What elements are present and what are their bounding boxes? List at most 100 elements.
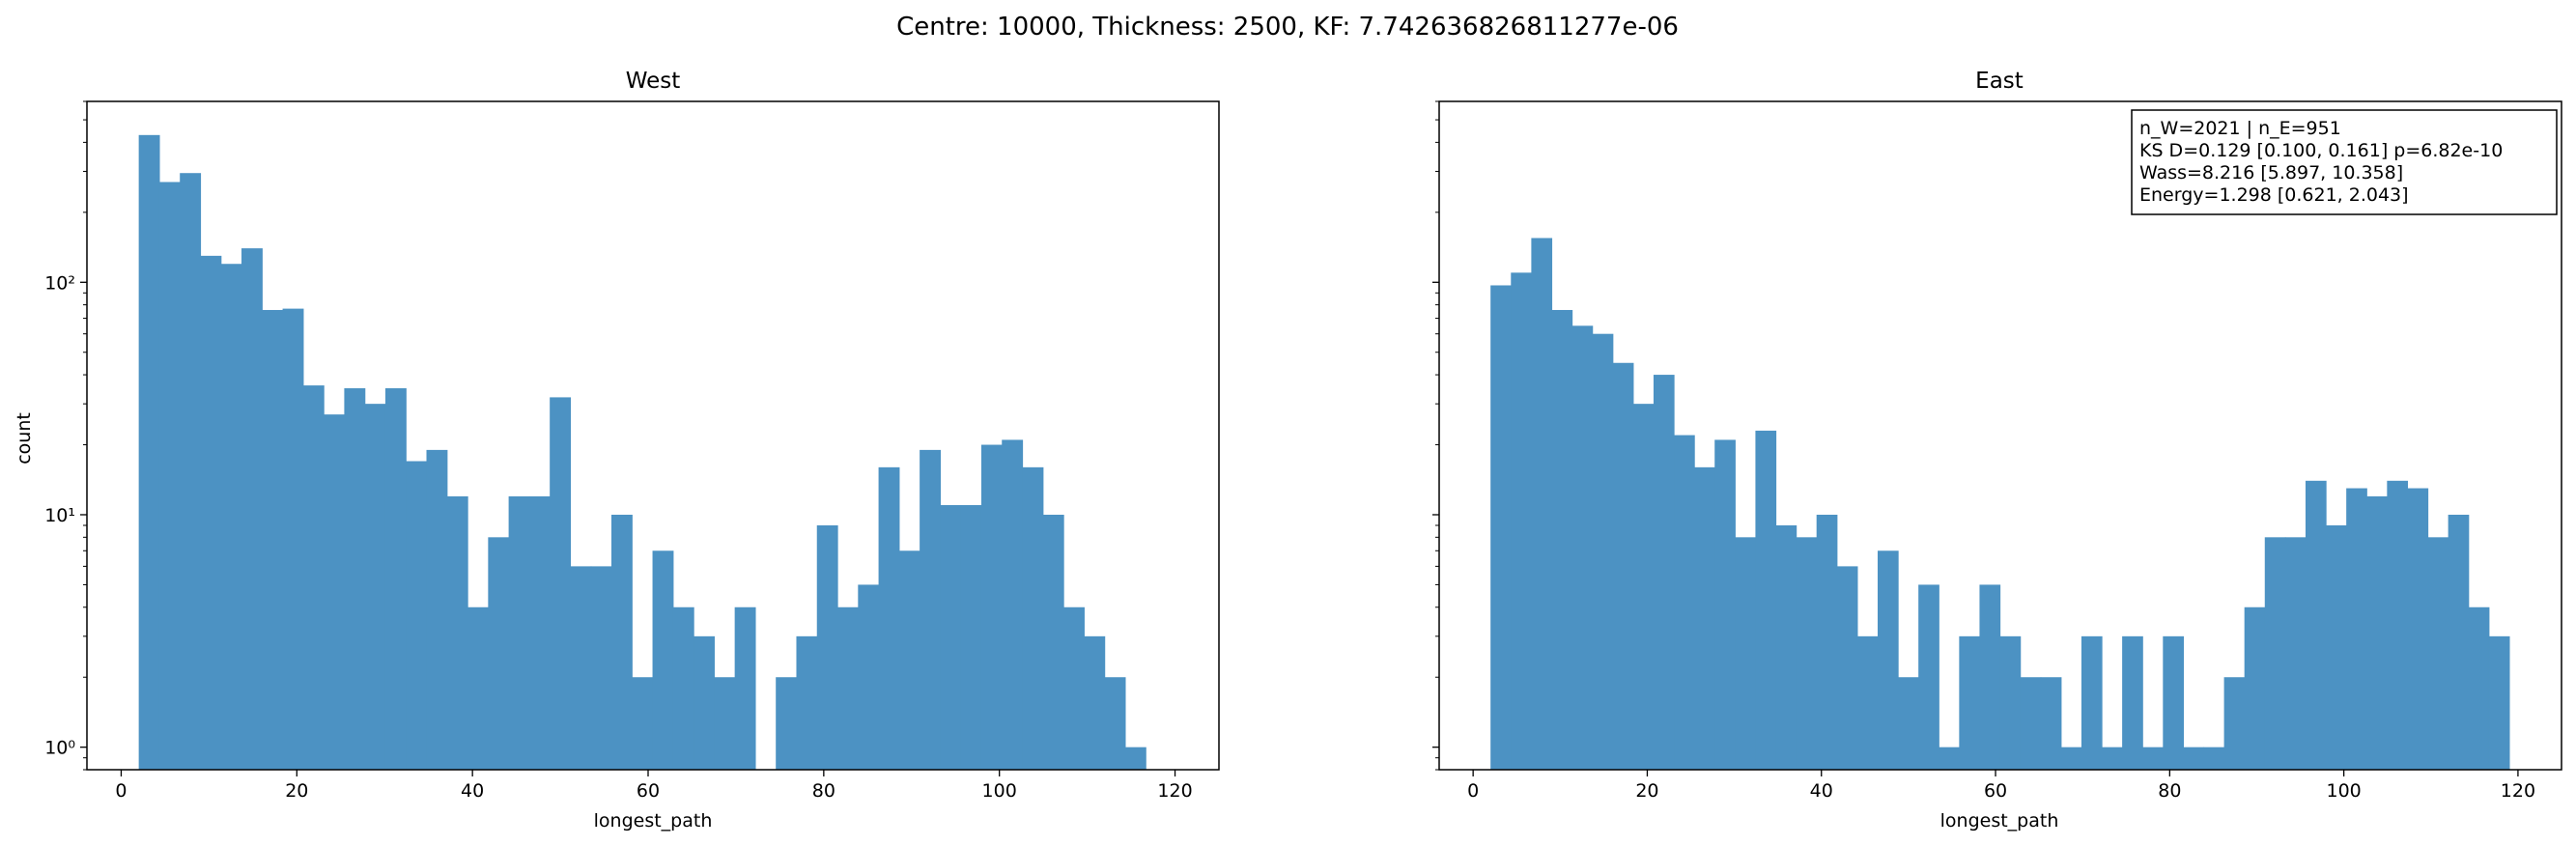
east-bar <box>2040 677 2062 770</box>
east-bar <box>2427 537 2449 770</box>
east-bar <box>1999 635 2022 770</box>
east-bar <box>1816 514 1838 770</box>
east-bar <box>1714 439 1736 770</box>
west-title: West <box>626 69 681 94</box>
east-xtick-label: 60 <box>1984 780 2007 802</box>
west-xtick-label: 120 <box>1157 780 1192 802</box>
west-bar <box>200 255 222 770</box>
west-bar <box>1084 635 1106 770</box>
east-bar <box>2102 747 2123 770</box>
west-bar <box>1124 747 1146 770</box>
west-bar <box>652 550 674 770</box>
east-axes-frame <box>1438 100 2562 771</box>
east-xtick-label: 0 <box>1467 780 1479 802</box>
west-xtick-label: 100 <box>982 780 1017 802</box>
suptitle: Centre: 10000, Thickness: 2500, KF: 7.74… <box>896 13 1679 42</box>
west-ytick-label: 10⁰ <box>44 738 75 759</box>
east-bar <box>2387 480 2409 770</box>
east-bar <box>1856 635 1879 770</box>
west-bar <box>694 635 715 770</box>
east-panel: East 0 20 40 60 80 100 120 longest_path n_W=20… <box>1432 69 2562 832</box>
west-panel: West 0 20 40 60 80 100 120 10⁰ 10¹ 10² longest_pa… <box>14 69 1220 832</box>
east-bar <box>2183 747 2205 770</box>
west-bar <box>610 514 633 770</box>
east-bar <box>2203 747 2225 770</box>
east-xtick-label: 80 <box>2158 780 2181 802</box>
east-bar <box>2020 677 2042 770</box>
west-xtick-label: 20 <box>285 780 308 802</box>
east-bar <box>1918 584 1939 770</box>
east-bar <box>2142 747 2164 770</box>
east-bar <box>1551 309 1573 770</box>
west-bar <box>528 495 551 770</box>
west-bar <box>816 525 838 770</box>
west-bar <box>878 466 900 770</box>
west-ylabel: count <box>14 412 35 465</box>
west-bar <box>898 550 920 770</box>
west-ticks: 0 20 40 60 80 100 120 10⁰ 10¹ 10² <box>44 100 1193 802</box>
west-bar <box>714 677 736 770</box>
east-bar <box>1735 537 1757 770</box>
west-bar <box>776 677 798 770</box>
east-bar <box>2163 635 2184 770</box>
west-bar <box>550 397 572 770</box>
west-bar <box>282 308 304 770</box>
west-bar <box>488 537 510 770</box>
east-bar <box>2244 606 2266 770</box>
west-xtick-label: 0 <box>115 780 127 802</box>
west-bar <box>590 566 612 770</box>
stats-line-wasserstein: Wass=8.216 [5.897, 10.358] <box>2139 162 2403 183</box>
west-bar <box>796 635 818 770</box>
west-bar <box>837 606 859 770</box>
east-bar <box>1592 333 1614 770</box>
stats-box-frame <box>2131 109 2558 215</box>
east-ticks: 0 20 40 60 80 100 120 <box>1432 100 2535 802</box>
west-bar <box>1063 606 1085 770</box>
west-xlabel: longest_path <box>594 810 713 832</box>
west-xtick-label: 60 <box>637 780 660 802</box>
east-bar <box>1775 525 1798 770</box>
west-bar <box>241 248 263 770</box>
east-bar <box>2468 606 2490 770</box>
west-xtick-label: 80 <box>812 780 835 802</box>
stats-line-counts: n_W=2021 | n_E=951 <box>2139 118 2341 139</box>
east-xtick-label: 100 <box>2326 780 2361 802</box>
west-bar <box>858 584 880 770</box>
west-ytick-label: 10¹ <box>44 505 75 526</box>
east-xtick-label: 20 <box>1635 780 1658 802</box>
east-bar <box>1939 747 1960 770</box>
west-bar <box>980 444 1003 770</box>
west-bar <box>570 566 592 770</box>
east-bars <box>1490 238 2510 771</box>
east-bar <box>1959 635 1981 770</box>
east-xtick-label: 120 <box>2501 780 2535 802</box>
east-bar <box>1632 404 1655 770</box>
east-bar <box>2448 514 2470 770</box>
west-bar <box>324 414 346 770</box>
west-bar <box>1042 514 1064 770</box>
east-bar <box>1674 435 1695 770</box>
east-bar <box>2305 480 2327 770</box>
west-xtick-label: 40 <box>461 780 484 802</box>
west-bar <box>467 606 489 770</box>
west-bar <box>446 495 468 770</box>
east-bar <box>1571 325 1594 770</box>
west-bar <box>406 461 428 770</box>
east-bar <box>1979 584 2001 770</box>
west-bar <box>426 449 448 770</box>
east-bar <box>2488 635 2510 770</box>
west-ytick-label: 10² <box>44 272 75 294</box>
west-bar <box>960 505 982 770</box>
east-bar <box>1836 566 1858 770</box>
east-bar <box>1694 466 1715 770</box>
east-bar <box>1653 375 1675 770</box>
east-xtick-label: 40 <box>1810 780 1833 802</box>
east-bar <box>2264 537 2286 770</box>
west-bar <box>344 388 366 770</box>
west-bar <box>302 385 325 770</box>
east-bar <box>2346 488 2367 770</box>
west-bar <box>632 677 654 770</box>
west-bar <box>1022 466 1044 770</box>
east-bar <box>1755 430 1777 770</box>
